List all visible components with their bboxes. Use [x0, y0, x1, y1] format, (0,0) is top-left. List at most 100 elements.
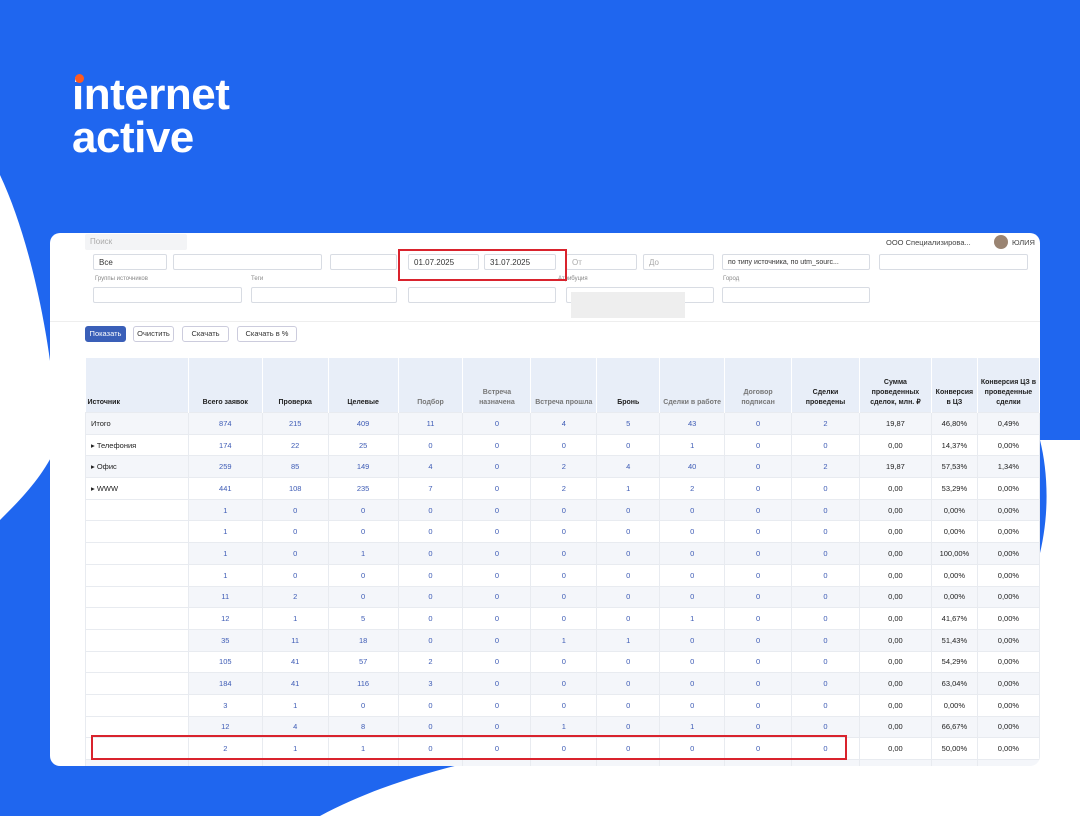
select[interactable] — [93, 287, 242, 303]
value-cell: 1 — [187, 520, 263, 544]
button[interactable]: Очистить — [133, 326, 174, 342]
source-cell — [85, 672, 189, 695]
value-cell: 0,00 — [858, 715, 932, 739]
value-cell: 0 — [724, 412, 793, 435]
column-header: Всего заявок — [188, 358, 263, 413]
value-cell: 116 — [327, 672, 399, 695]
table-row: 1 0 1 0 0 0 0 0 0 0 0,00 100,00% 0,00% — [85, 542, 1040, 565]
value-cell: 0,00% — [930, 563, 978, 587]
value-cell: 0,00% — [976, 477, 1040, 500]
select[interactable] — [251, 287, 397, 303]
input[interactable]: До — [643, 254, 714, 270]
source-cell — [85, 737, 189, 760]
value-cell: 0 — [327, 563, 399, 587]
value-cell: 0 — [462, 412, 532, 435]
value-cell: 0 — [791, 520, 860, 544]
value-cell: 149 — [327, 455, 399, 479]
value-cell: 54,29% — [930, 650, 978, 674]
value-cell: 0 — [724, 477, 793, 500]
column-header: Договор подписан — [724, 358, 793, 413]
value-cell: 1 — [659, 715, 726, 739]
value-cell: 0 — [596, 759, 661, 766]
column-header: Конверсия в ЦЗ — [931, 358, 978, 413]
value-cell: 100,00% — [930, 542, 978, 565]
value-cell: 0 — [724, 563, 793, 587]
user-name[interactable]: ЮЛИЯ — [1012, 238, 1035, 247]
source-cell: ▸ Телефония — [85, 433, 189, 457]
table-row: 3 1 0 0 0 0 0 0 0 0 0,00 0,00% 0,00% — [85, 693, 1040, 717]
value-cell: 0 — [397, 498, 464, 522]
value-cell: 78,95% — [930, 759, 978, 766]
value-cell: 0 — [397, 433, 464, 457]
select[interactable] — [173, 254, 322, 270]
value-cell: 0,00% — [976, 759, 1040, 766]
select[interactable] — [722, 287, 870, 303]
app-window: Поиск ООО Специализирова... ЮЛИЯ Все 01.… — [50, 233, 1040, 766]
input[interactable]: От — [566, 254, 637, 270]
select[interactable] — [408, 287, 556, 303]
table-row: 12 4 8 0 0 1 0 1 0 0 0,00 66,67% 0,00% — [85, 715, 1040, 739]
source-cell — [85, 585, 189, 608]
date-input[interactable]: 01.07.2025 — [408, 254, 479, 270]
value-cell: 0 — [659, 650, 726, 674]
source-cell: Итого — [85, 412, 189, 435]
value-cell: 3 — [187, 693, 263, 717]
value-cell: 12 — [187, 607, 263, 630]
avatar[interactable] — [994, 235, 1008, 249]
value-cell: 0 — [261, 542, 329, 565]
select[interactable]: Все — [93, 254, 167, 270]
value-cell: 0 — [724, 585, 793, 609]
value-cell: 0 — [596, 607, 661, 630]
select[interactable]: по типу источника, по utm_sourc... — [722, 254, 870, 270]
value-cell: 215 — [261, 412, 329, 435]
value-cell: 0 — [462, 433, 532, 457]
value-cell: 0 — [596, 542, 661, 565]
value-cell: 0 — [397, 520, 464, 544]
value-cell: 874 — [187, 412, 263, 435]
value-cell: 85 — [261, 455, 329, 479]
value-cell: 0 — [724, 455, 793, 479]
value-cell: 0 — [791, 650, 860, 674]
table-row: 35 11 18 0 0 1 1 0 0 0 0,00 51,43% 0,00% — [85, 628, 1040, 652]
value-cell: 0 — [397, 607, 464, 630]
select[interactable] — [330, 254, 397, 270]
value-cell: 0,00 — [858, 737, 932, 760]
value-cell: 0 — [462, 477, 532, 500]
value-cell: 0,00% — [976, 650, 1040, 674]
value-cell: 1 — [530, 628, 598, 652]
value-cell: 3 — [261, 759, 329, 766]
value-cell: 0 — [462, 607, 532, 630]
column-header: Проверка — [262, 358, 329, 413]
value-cell: 0 — [596, 650, 661, 674]
source-cell: ▸ telegain — [85, 759, 189, 766]
date-input[interactable]: 31.07.2025 — [484, 254, 556, 270]
value-cell: 235 — [327, 477, 399, 500]
company[interactable]: ООО Специализирова... — [886, 238, 971, 247]
value-cell: 25 — [327, 433, 399, 457]
button[interactable]: Скачать — [182, 326, 229, 342]
source-cell — [85, 693, 189, 717]
value-cell: 0,00% — [976, 715, 1040, 739]
select[interactable] — [879, 254, 1028, 270]
value-cell: 2 — [530, 455, 598, 479]
value-cell: 0 — [530, 542, 598, 565]
value-cell: 0,00% — [976, 672, 1040, 695]
value-cell: 0,00 — [858, 650, 932, 674]
value-cell: 2 — [659, 477, 726, 500]
value-cell: 41 — [261, 650, 329, 674]
button[interactable]: Показать — [85, 326, 126, 342]
value-cell: 2 — [791, 455, 860, 479]
value-cell: 0 — [530, 672, 598, 695]
value-cell: 57,53% — [930, 455, 978, 479]
column-header: Источник — [85, 358, 189, 413]
value-cell: 0,00 — [858, 759, 932, 766]
value-cell: 0,00% — [930, 498, 978, 522]
search-input[interactable]: Поиск — [85, 234, 187, 250]
value-cell: 0 — [397, 585, 464, 609]
button[interactable]: Скачать в % — [237, 326, 297, 342]
value-cell: 0 — [397, 542, 464, 565]
value-cell: 0 — [596, 520, 661, 544]
value-cell: 0 — [724, 520, 793, 544]
value-cell: 1 — [187, 563, 263, 587]
